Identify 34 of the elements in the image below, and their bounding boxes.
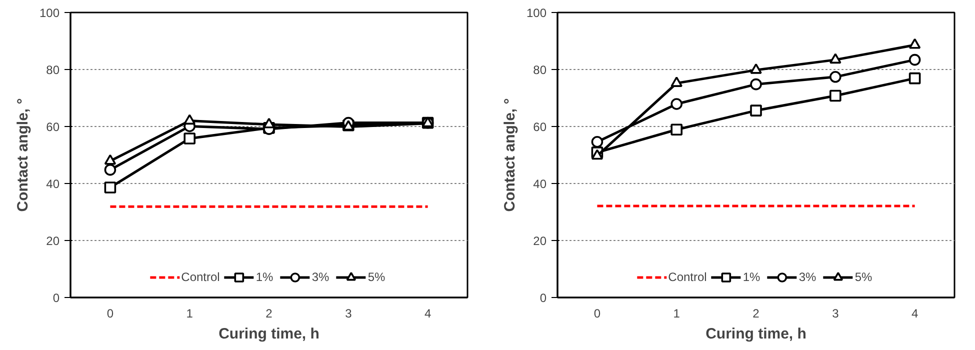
y-tick-label: 60 xyxy=(46,120,60,134)
y-axis-title: Contact angle, ° xyxy=(501,98,518,212)
y-tick-label: 0 xyxy=(540,291,547,305)
y-tick-label: 40 xyxy=(46,177,60,191)
y-tick-label: 100 xyxy=(39,6,60,20)
x-tick-label: 1 xyxy=(186,306,194,320)
legend-label: 3% xyxy=(798,270,818,284)
legend-label: Control xyxy=(668,270,707,284)
y-tick-label: 60 xyxy=(533,120,547,134)
x-tick-label: 2 xyxy=(266,306,273,320)
y-tick-label: 100 xyxy=(526,6,547,20)
legend-label: 5% xyxy=(368,270,386,284)
y-tick-label: 80 xyxy=(46,63,60,77)
x-tick-label: 0 xyxy=(106,306,114,320)
legend-label: 3% xyxy=(312,270,330,284)
y-tick-label: 0 xyxy=(52,291,60,305)
y-tick-label: 20 xyxy=(46,234,60,248)
x-tick-label: 2 xyxy=(752,306,760,320)
x-axis-title: Curing time, h xyxy=(218,326,320,342)
legend-label: 1% xyxy=(742,270,762,284)
x-tick-label: 1 xyxy=(673,306,680,320)
legend-label: 1% xyxy=(256,270,274,284)
x-tick-label: 0 xyxy=(594,306,601,320)
x-tick-label: 3 xyxy=(832,306,840,320)
legend-label: 5% xyxy=(854,270,874,284)
x-tick-label: 4 xyxy=(911,306,918,320)
y-tick-label: 40 xyxy=(533,177,547,191)
x-axis-title: Curing time, h xyxy=(706,326,806,342)
x-tick-label: 4 xyxy=(424,306,432,320)
legend-label: Control xyxy=(181,270,220,284)
y-tick-label: 20 xyxy=(533,234,547,248)
x-tick-label: 3 xyxy=(345,306,352,320)
y-axis-title: Contact angle, ° xyxy=(14,98,32,212)
y-tick-label: 80 xyxy=(533,63,547,77)
